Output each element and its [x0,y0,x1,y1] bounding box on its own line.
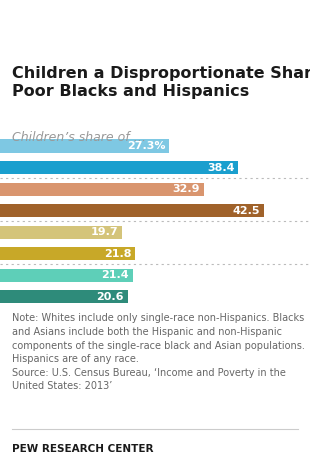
Text: 21.4: 21.4 [101,270,129,280]
Bar [0,204,264,218]
Text: Children’s share of …: Children’s share of … [12,131,147,144]
Bar [0,183,204,196]
Bar [0,140,169,153]
Text: 21.8: 21.8 [104,249,131,259]
Text: PEW RESEARCH CENTER: PEW RESEARCH CENTER [12,444,154,454]
Bar [0,225,122,239]
Text: 20.6: 20.6 [96,292,124,302]
Text: 42.5: 42.5 [232,206,260,216]
Text: 32.9: 32.9 [173,184,200,194]
Text: 19.7: 19.7 [91,227,118,237]
Text: 38.4: 38.4 [207,162,234,173]
Text: 27.3%: 27.3% [127,141,166,151]
Bar [0,247,135,260]
Bar [0,269,133,282]
Text: Children a Disproportionate Share of
Poor Blacks and Hispanics: Children a Disproportionate Share of Poo… [12,66,310,99]
Text: Note: Whites include only single-race non-Hispanics. Blacks
and Asians include b: Note: Whites include only single-race no… [12,313,305,392]
Bar [0,161,238,174]
Bar [0,290,128,303]
